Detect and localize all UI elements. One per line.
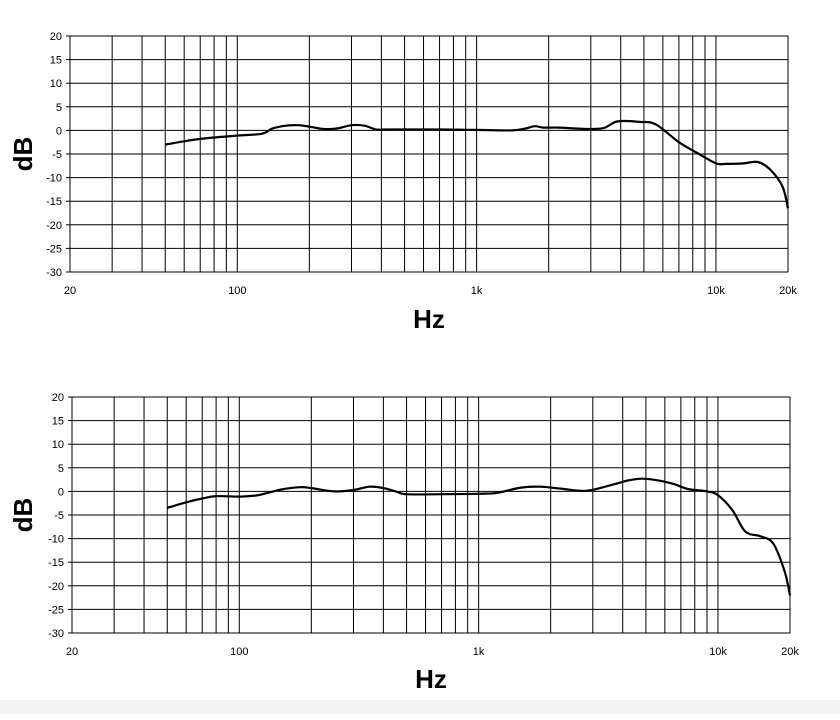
x-tick-label: 10k bbox=[709, 646, 727, 658]
y-axis-title: dB bbox=[8, 137, 38, 172]
grid-lines bbox=[72, 397, 790, 633]
x-tick-label: 100 bbox=[228, 285, 246, 297]
y-tick-label: 15 bbox=[50, 55, 62, 67]
x-axis-title: Hz bbox=[415, 664, 447, 694]
y-tick-label: 0 bbox=[58, 486, 64, 498]
y-tick-label: 15 bbox=[52, 416, 64, 428]
y-tick-label: 5 bbox=[58, 463, 64, 475]
plot-frame bbox=[71, 396, 791, 634]
y-tick-labels: 20 15 10 5 0 -5 -10 -15 -20 -25 -30 bbox=[46, 31, 70, 279]
response-curve bbox=[164, 119, 790, 209]
y-tick-label: -20 bbox=[48, 581, 64, 593]
x-tick-label: 1k bbox=[473, 646, 485, 658]
y-tick-label: -30 bbox=[46, 267, 62, 279]
y-tick-label: 5 bbox=[56, 102, 62, 114]
y-tick-label: 20 bbox=[52, 392, 64, 404]
response-curve bbox=[166, 477, 792, 596]
plot-frame bbox=[69, 35, 789, 273]
y-axis-title: dB bbox=[8, 498, 38, 533]
x-tick-label: 100 bbox=[230, 646, 248, 658]
y-tick-label: -25 bbox=[48, 604, 64, 616]
bottom-strip bbox=[0, 700, 840, 714]
y-tick-label: 20 bbox=[50, 31, 62, 43]
y-tick-label: 10 bbox=[52, 439, 64, 451]
y-tick-label: -15 bbox=[46, 196, 62, 208]
x-tick-label: 20 bbox=[66, 646, 78, 658]
y-tick-label: 0 bbox=[56, 125, 62, 137]
y-tick-label: -30 bbox=[48, 628, 64, 640]
x-tick-label: 20k bbox=[779, 285, 797, 297]
x-tick-label: 20k bbox=[781, 646, 799, 658]
x-tick-label: 1k bbox=[471, 285, 483, 297]
y-tick-label: -15 bbox=[48, 557, 64, 569]
y-tick-label: -10 bbox=[48, 534, 64, 546]
x-tick-label: 20 bbox=[64, 285, 76, 297]
x-tick-labels: 20 100 1k 10k 20k bbox=[66, 646, 799, 658]
grid-lines bbox=[70, 36, 788, 272]
y-tick-label: -5 bbox=[54, 510, 64, 522]
y-tick-label: -5 bbox=[52, 149, 62, 161]
y-tick-label: -20 bbox=[46, 220, 62, 232]
y-tick-label: -25 bbox=[46, 243, 62, 255]
y-tick-label: 10 bbox=[50, 78, 62, 90]
x-axis-title: Hz bbox=[413, 304, 445, 334]
x-tick-label: 10k bbox=[707, 285, 725, 297]
x-tick-labels: 20 100 1k 10k 20k bbox=[64, 285, 797, 297]
y-tick-label: -10 bbox=[46, 173, 62, 185]
y-tick-labels: 20 15 10 5 0 -5 -10 -15 -20 -25 -30 bbox=[48, 392, 72, 640]
